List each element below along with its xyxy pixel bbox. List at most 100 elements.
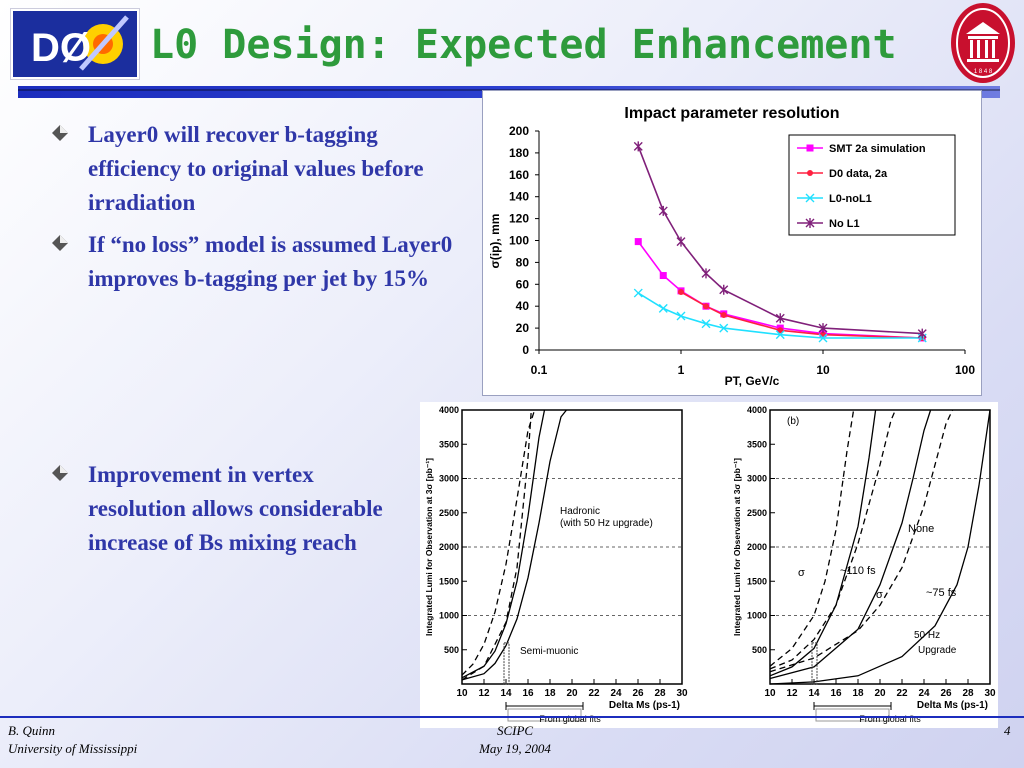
y-tick-label: 1500 — [439, 576, 459, 586]
x-tick-label: 18 — [852, 688, 864, 699]
global-fits-box — [507, 708, 582, 722]
data-point — [676, 311, 686, 321]
data-point — [805, 218, 815, 228]
x-tick-label: 16 — [830, 688, 842, 699]
data-point — [818, 333, 828, 343]
annotation-hadronic-upgrade: (with 50 Hz upgrade) — [560, 518, 653, 529]
y-tick-label: 180 — [509, 146, 529, 160]
footer-date: May 19, 2004 — [479, 741, 551, 756]
reach-curve — [769, 409, 932, 680]
reach-curve — [461, 409, 536, 676]
d0-logo-graphic: DØ — [13, 11, 137, 77]
annotation-75fs: ~75 fs — [926, 587, 957, 599]
annotation-hadronic: Hadronic — [560, 506, 600, 517]
bullet-text: Layer0 will recover b-tagging efficiency… — [88, 122, 424, 215]
annotation-semi-muonic: Semi-muonic — [520, 646, 578, 657]
y-tick-label: 4000 — [747, 405, 767, 415]
data-point — [775, 313, 785, 324]
x-axis-label: PT, GeV/c — [725, 374, 780, 388]
x-tick-label: 12 — [786, 688, 798, 699]
university-seal: 1 8 4 8 — [948, 0, 1018, 86]
series-d0-data-2a — [678, 288, 926, 341]
bullet-text: If “no loss” model is assumed Layer0 imp… — [88, 232, 453, 291]
y-tick-label: 1000 — [747, 611, 767, 621]
y-tick-label: 40 — [516, 299, 530, 313]
data-point — [775, 330, 785, 340]
data-point — [777, 327, 784, 334]
y-tick-label: 3500 — [439, 439, 459, 449]
x-tick-label: 28 — [654, 688, 666, 699]
seal-graphic: 1 8 4 8 — [951, 3, 1015, 83]
series-line — [680, 291, 923, 339]
impact-parameter-chart-svg: Impact parameter resolution 0 20 40 60 80 100 1… — [488, 105, 975, 388]
x-tick-label: 10 — [816, 363, 830, 377]
global-fits-box — [815, 708, 890, 722]
y-tick-label: 3000 — [439, 474, 459, 484]
data-point — [658, 303, 668, 313]
series-no-l1 — [633, 141, 927, 339]
d0-logo: DØ — [10, 8, 140, 80]
page-title: L0 Design: Expected Enhancement — [150, 22, 897, 68]
y-tick-label: 200 — [509, 124, 529, 138]
x-tick-label: 24 — [918, 688, 930, 699]
chart-legend: SMT 2a simulation D0 data, 2a L0-noL1 No L1 — [788, 134, 956, 236]
d0-logo-text: DØ — [31, 26, 91, 70]
x-tick-label: 1 — [678, 363, 685, 377]
reach-curve — [769, 409, 855, 667]
x-tick-label: 22 — [588, 688, 600, 699]
impact-parameter-chart: Impact parameter resolution 0 20 40 60 80 100 1… — [482, 90, 982, 396]
annotation-sigma-tau: σ — [876, 589, 883, 601]
x-tick-label: 22 — [896, 688, 908, 699]
y-tick-label: 500 — [752, 645, 767, 655]
legend-label: SMT 2a simulation — [829, 143, 926, 155]
data-point — [917, 328, 927, 339]
data-point — [658, 205, 668, 216]
data-point — [633, 141, 643, 152]
y-tick-label: 2500 — [747, 508, 767, 518]
data-point — [805, 193, 815, 203]
lumi-panel-a: 500 1000 1500 2000 2500 3000 3500 4000 10 12 14 16 1… — [424, 405, 688, 722]
seal-year: 1 8 4 8 — [974, 69, 993, 75]
legend-box — [788, 134, 956, 236]
annotation-sigma-tau: σ — [798, 567, 805, 579]
y-tick-label: 2000 — [439, 542, 459, 552]
x-tick-label: 20 — [874, 688, 886, 699]
y-tick-label: 2500 — [439, 508, 459, 518]
y-tick-label: 1000 — [439, 611, 459, 621]
lumi-panel-b: 500 1000 1500 2000 2500 3000 3500 4000 10 12 14 16 1… — [732, 405, 996, 722]
y-tick-label: 20 — [516, 321, 530, 335]
legend-label: L0-noL1 — [829, 193, 872, 205]
y-axis-label: σ(ip), mm — [488, 214, 502, 269]
x-tick-label: 26 — [632, 688, 644, 699]
x-tick-label: 16 — [522, 688, 534, 699]
x-tick-label: 10 — [764, 688, 776, 699]
x-tick-label: 14 — [808, 688, 820, 699]
reach-curve — [769, 409, 954, 673]
data-point — [676, 236, 686, 247]
data-point — [807, 170, 813, 176]
series-smt-2a-simulation — [634, 238, 926, 342]
y-tick-label: 4000 — [439, 405, 459, 415]
footer-divider — [0, 716, 1024, 718]
global-fits-hatch — [811, 642, 818, 685]
lumi-reach-figure-svg: 500 1000 1500 2000 2500 3000 3500 4000 10 12 14 16 1… — [424, 405, 996, 724]
data-point — [659, 272, 667, 280]
y-tick-label: 100 — [509, 234, 529, 248]
x-tick-label: 28 — [962, 688, 974, 699]
panel-b-label: (b) — [787, 416, 799, 427]
footer-author-block: B. Quinn University of Mississippi — [8, 722, 137, 758]
x-tick-label: 18 — [544, 688, 556, 699]
reach-curve — [769, 409, 991, 685]
y-tick-label: 140 — [509, 190, 529, 204]
annotation-110fs: ~110 fs — [840, 565, 876, 577]
chart-title: Impact parameter resolution — [624, 105, 839, 122]
global-fits-bracket — [505, 702, 584, 710]
x-tick-label: 100 — [955, 363, 975, 377]
reach-curve — [769, 409, 896, 670]
global-fits-hatch — [503, 642, 510, 685]
x-tick-label: 10 — [456, 688, 468, 699]
y-tick-label: 60 — [516, 277, 530, 291]
x-tick-label: 0.1 — [531, 363, 548, 377]
reach-curve — [461, 409, 546, 679]
footer-meeting-block: SCIPC May 19, 2004 — [470, 722, 560, 758]
